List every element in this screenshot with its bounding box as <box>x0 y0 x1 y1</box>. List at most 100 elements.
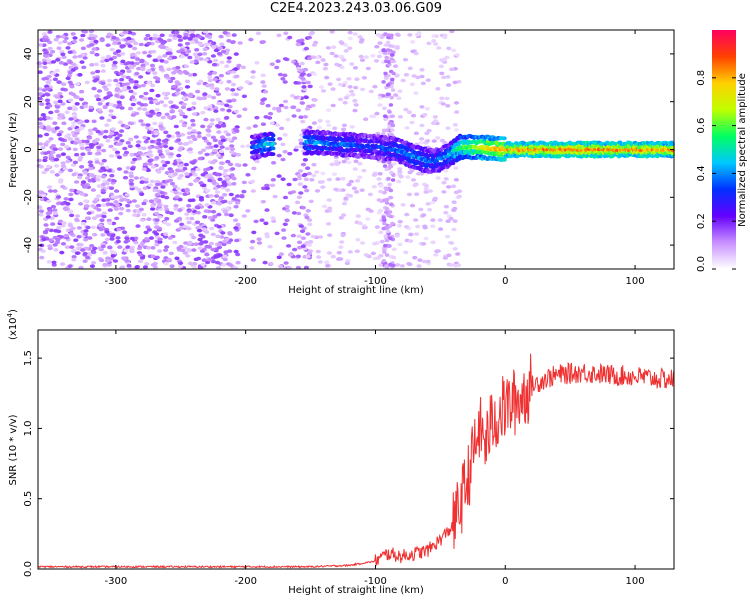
noise-cell <box>200 262 206 267</box>
noise-cell <box>48 156 54 161</box>
noise-cell <box>213 144 219 148</box>
noise-cell <box>222 182 228 186</box>
noise-cell <box>174 30 180 34</box>
noise-cell <box>71 121 77 125</box>
noise-cell <box>394 234 400 238</box>
noise-cell <box>52 211 58 215</box>
streak-cell <box>386 74 391 78</box>
noise-cell <box>69 188 75 193</box>
noise-cell <box>60 87 66 92</box>
noise-cell <box>53 157 59 162</box>
noise-cell <box>310 234 316 239</box>
noise-cell <box>43 35 49 39</box>
noise-cell <box>94 94 100 98</box>
noise-cell <box>181 123 187 128</box>
noise-cell <box>167 56 173 61</box>
noise-cell <box>260 199 266 204</box>
noise-cell <box>197 156 203 161</box>
noise-cell <box>50 204 57 209</box>
noise-cell <box>363 117 369 121</box>
noise-cell <box>157 55 163 59</box>
noise-cell <box>305 166 311 170</box>
noise-cell <box>55 201 62 206</box>
noise-cell <box>150 204 156 208</box>
noise-cell <box>69 213 75 218</box>
snr-scale-label: (x104) <box>6 309 19 340</box>
noise-cell <box>293 95 299 100</box>
streak-cell <box>382 106 387 111</box>
noise-cell <box>41 88 47 92</box>
noise-cell <box>161 139 168 143</box>
noise-cell <box>91 47 97 51</box>
noise-cell <box>54 95 61 99</box>
noise-cell <box>261 186 267 191</box>
noise-cell <box>94 52 100 57</box>
streak-cell <box>387 244 392 248</box>
noise-cell <box>57 99 63 104</box>
noise-cell <box>175 82 181 86</box>
noise-cell <box>63 207 69 211</box>
noise-cell <box>163 144 169 149</box>
noise-cell <box>199 249 206 253</box>
noise-cell <box>342 100 348 105</box>
noise-cell <box>69 84 75 89</box>
noise-cell <box>311 72 318 76</box>
noise-cell <box>232 136 238 140</box>
noise-cell <box>219 161 225 165</box>
noise-cell <box>95 129 101 134</box>
noise-cell <box>138 119 144 123</box>
streak-cell <box>384 55 389 60</box>
noise-cell <box>375 33 381 37</box>
noise-cell <box>171 84 177 89</box>
noise-cell <box>65 155 71 160</box>
noise-cell <box>68 117 74 121</box>
noise-cell <box>327 82 333 86</box>
noise-cell <box>129 247 135 252</box>
noise-cell <box>415 75 421 80</box>
noise-cell <box>88 108 94 113</box>
noise-cell <box>200 148 207 153</box>
streak-cell <box>381 48 386 52</box>
noise-cell <box>283 261 289 265</box>
noise-cell <box>56 154 62 158</box>
streak-cell <box>386 33 391 37</box>
noise-cell <box>212 148 218 153</box>
noise-cell <box>143 91 149 96</box>
noise-cell <box>89 63 95 67</box>
noise-cell <box>303 265 309 270</box>
streak-cell <box>384 167 389 172</box>
noise-cell <box>108 109 114 113</box>
noise-cell <box>281 236 287 240</box>
noise-cell <box>263 221 269 226</box>
noise-cell <box>239 194 245 199</box>
noise-cell <box>146 228 152 232</box>
noise-cell <box>54 164 60 168</box>
noise-cell <box>377 208 383 213</box>
noise-cell <box>354 77 360 81</box>
noise-cell <box>321 204 328 209</box>
noise-cell <box>198 42 204 47</box>
noise-cell <box>360 87 366 92</box>
noise-cell <box>455 252 461 256</box>
noise-cell <box>65 202 71 206</box>
streak-cell <box>381 132 386 136</box>
noise-cell <box>370 54 376 58</box>
noise-cell <box>176 158 182 163</box>
noise-cell <box>240 144 246 149</box>
noise-cell <box>41 193 47 198</box>
noise-cell <box>105 54 112 59</box>
noise-cell <box>226 70 232 74</box>
noise-cell <box>190 198 196 202</box>
noise-cell <box>90 188 96 192</box>
noise-cell <box>422 225 428 230</box>
noise-cell <box>443 204 449 209</box>
snr-x-ticks: -300 -200 -100 0 100 <box>105 330 645 587</box>
noise-cell <box>252 124 258 128</box>
noise-cell <box>132 46 138 51</box>
noise-cell <box>407 262 413 267</box>
noise-cell <box>210 232 216 237</box>
noise-cell <box>163 130 169 135</box>
noise-cell <box>214 190 220 194</box>
noise-cell <box>432 119 439 123</box>
noise-cell <box>235 201 241 205</box>
